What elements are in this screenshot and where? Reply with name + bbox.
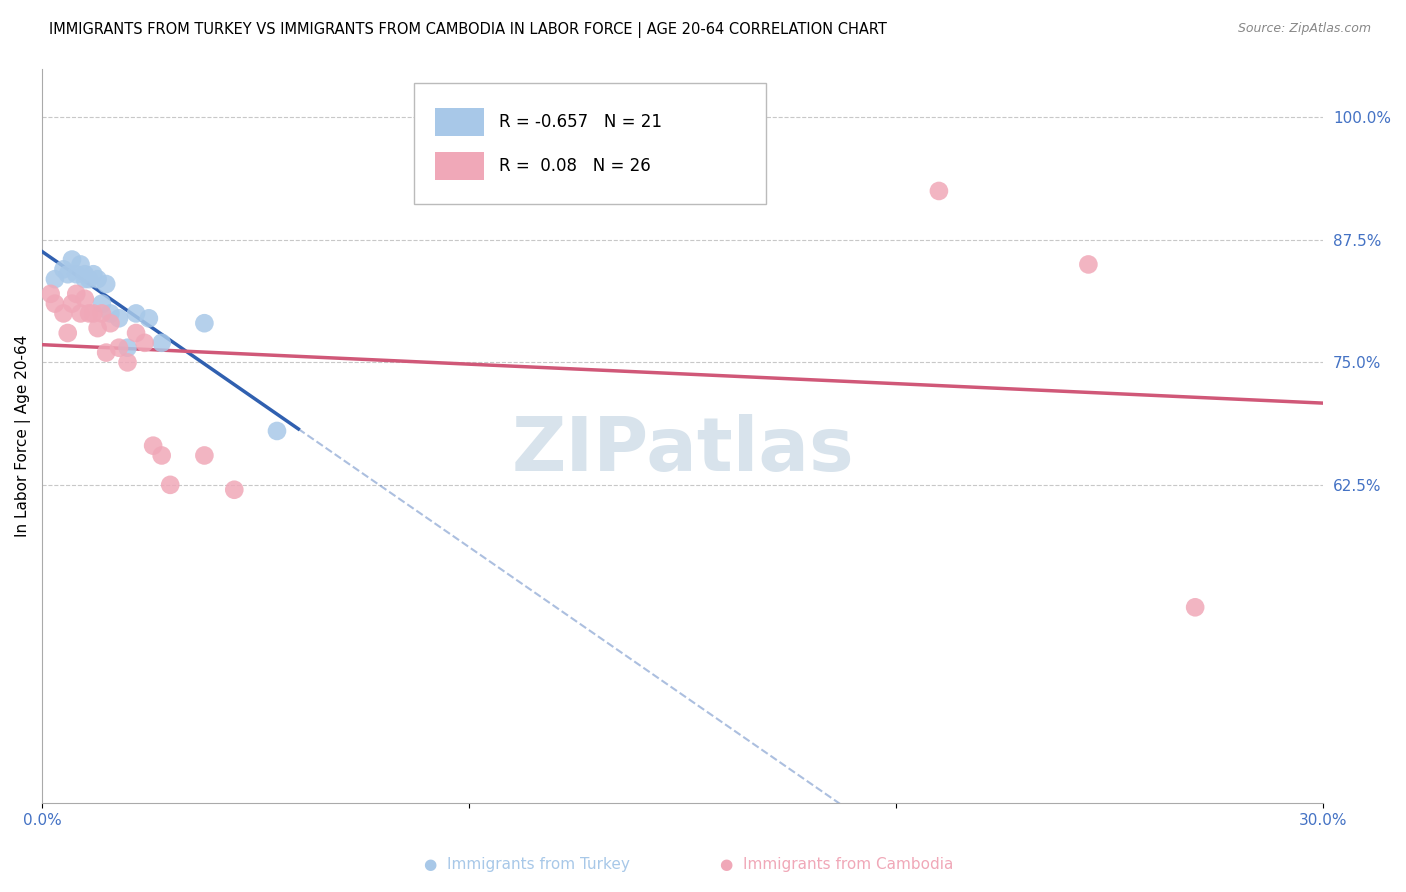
Point [69,306,91,320]
Point [73,272,96,286]
Text: ●  Immigrants from Cambodia: ● Immigrants from Cambodia [720,857,953,872]
Point [108,341,131,355]
Y-axis label: In Labor Force | Age 20-64: In Labor Force | Age 20-64 [15,334,31,537]
Point [96,277,118,291]
Point [108,311,131,326]
Point [224,483,246,497]
Point [73,267,96,281]
Point [142,439,165,453]
FancyBboxPatch shape [413,83,766,204]
Point [117,355,139,369]
Point [1077,257,1099,271]
Point [86,321,108,335]
Point [138,311,160,326]
Point [65,286,87,301]
Point [266,424,288,438]
Point [117,341,139,355]
Point [82,267,104,281]
Point [125,326,148,340]
Text: R =  0.08   N = 26: R = 0.08 N = 26 [499,157,651,175]
Point [60,252,83,267]
Point [150,449,173,463]
Point [150,335,173,350]
Point [39,286,62,301]
Point [56,267,79,281]
Point [1184,600,1206,615]
Point [96,345,118,359]
FancyBboxPatch shape [436,108,484,136]
Text: IMMIGRANTS FROM TURKEY VS IMMIGRANTS FROM CAMBODIA IN LABOR FORCE | AGE 20-64 CO: IMMIGRANTS FROM TURKEY VS IMMIGRANTS FRO… [49,22,887,38]
Point [100,316,122,330]
Point [44,272,66,286]
Text: R = -0.657   N = 21: R = -0.657 N = 21 [499,113,662,131]
Point [60,296,83,310]
Point [134,335,156,350]
Point [69,257,91,271]
Point [86,272,108,286]
Point [52,262,75,277]
FancyBboxPatch shape [436,153,484,180]
Point [82,306,104,320]
Point [90,296,112,310]
Point [77,306,100,320]
Text: ●  Immigrants from Turkey: ● Immigrants from Turkey [425,857,630,872]
Point [65,267,87,281]
Point [193,316,215,330]
Text: Source: ZipAtlas.com: Source: ZipAtlas.com [1237,22,1371,36]
Point [100,306,122,320]
Point [44,296,66,310]
Text: ZIPatlas: ZIPatlas [512,414,853,487]
Point [159,478,181,492]
Point [52,306,75,320]
Point [193,449,215,463]
Point [73,292,96,306]
Point [90,306,112,320]
Point [77,272,100,286]
Point [56,326,79,340]
Point [125,306,148,320]
Point [928,184,950,198]
